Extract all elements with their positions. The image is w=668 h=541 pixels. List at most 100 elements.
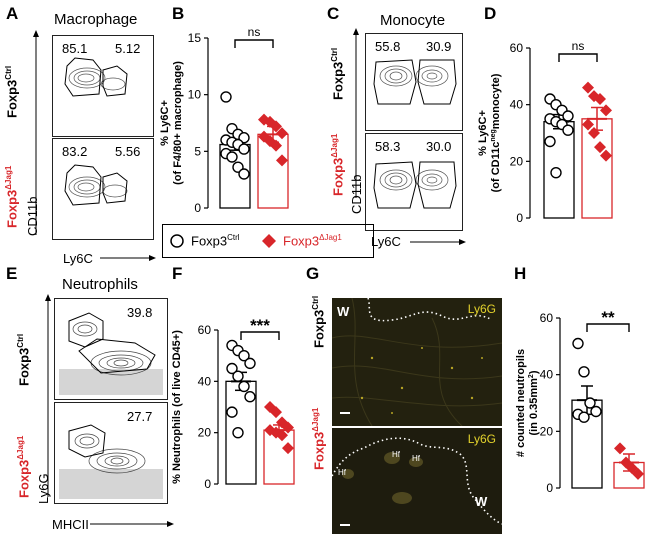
chart-D-point-jag-7 bbox=[600, 149, 612, 162]
panel-C-top-right-value: 30.9 bbox=[426, 39, 452, 54]
panel-G-bottom-image: Ly6G W Hf Hf Hf bbox=[332, 428, 502, 534]
chart-D-point-jag-0 bbox=[582, 81, 594, 94]
panel-A-ctrl-label: Foxp3Ctrl bbox=[4, 65, 20, 118]
chart-F-y-tick-label-1: 20 bbox=[198, 426, 212, 440]
legend-ctrl-marker bbox=[170, 234, 184, 248]
panel-A-top-plot: 85.1 5.12 bbox=[52, 35, 154, 137]
chart-D-point-jag-2 bbox=[594, 93, 606, 105]
panel-G-bottom-hf-label-3: Hf bbox=[338, 468, 346, 477]
chart-F-sig-bracket bbox=[240, 331, 280, 340]
chart-H-y-tick-label-2: 40 bbox=[540, 368, 554, 382]
panel-G-bottom-hf-label-2: Hf bbox=[412, 454, 420, 463]
chart-B-y-tick-label-2: 10 bbox=[188, 88, 202, 102]
panel-A-jag-label: Foxp3ΔJag1 bbox=[4, 165, 20, 228]
chart-B-point-ctrl-9 bbox=[226, 151, 238, 163]
chart-H-point-ctrl-1 bbox=[578, 366, 590, 378]
chart-D-sig-bracket bbox=[558, 53, 598, 62]
chart-F-point-ctrl-4 bbox=[226, 362, 238, 375]
panel-G-top-texture bbox=[332, 298, 502, 426]
legend-jag-marker bbox=[262, 234, 276, 248]
chart-D-point-ctrl-8 bbox=[544, 135, 556, 148]
chart-F-sig-label: *** bbox=[250, 316, 270, 335]
chart-D-y-label: % Ly6C+(of CD11cnegmonocyte) bbox=[478, 73, 502, 192]
panel-G-ctrl-label: Foxp3Ctrl bbox=[311, 295, 327, 348]
panel-G-top-image: W Ly6G bbox=[332, 298, 502, 426]
chart-D-sig-label: ns bbox=[572, 39, 585, 53]
panel-C-title: Monocyte bbox=[380, 12, 446, 29]
chart-H-point-jag-2 bbox=[626, 462, 638, 475]
panel-C-bottom-contours bbox=[373, 161, 457, 209]
panel-G-bottom-w-label: W bbox=[475, 494, 488, 509]
panel-E-ctrl-label: Foxp3Ctrl bbox=[16, 333, 32, 386]
panel-A-axis-arrows bbox=[33, 30, 156, 261]
panel-F-chart: 0 20 40 60 % Neutrophils (of live CD45+) *** bbox=[171, 316, 295, 491]
chart-F-point-ctrl-3 bbox=[244, 357, 256, 370]
panel-G-top-w-label: W bbox=[337, 304, 350, 319]
chart-B-point-ctrl-11 bbox=[238, 168, 250, 180]
chart-F-point-ctrl-6 bbox=[238, 380, 250, 393]
panel-A-bottom-right-value: 5.56 bbox=[115, 144, 141, 159]
chart-F-y-tick-label-3: 60 bbox=[198, 323, 212, 337]
chart-D-point-ctrl-9 bbox=[550, 166, 562, 179]
chart-F-bar-jag bbox=[263, 429, 295, 485]
chart-H-y-tick-label-1: 20 bbox=[540, 424, 554, 438]
panel-B-chart: 0 5 10 15 % Ly6C+(of F4/80+ macrophage) ns bbox=[160, 25, 289, 215]
chart-F-point-ctrl-5 bbox=[232, 370, 244, 382]
chart-B-y-label: % Ly6C+(of F4/80+ macrophage) bbox=[160, 61, 184, 185]
panel-E-bottom-contours bbox=[59, 424, 163, 499]
panel-F-letter: F bbox=[172, 264, 183, 283]
chart-B-point-ctrl-0 bbox=[220, 91, 232, 103]
chart-D-point-jag-6 bbox=[594, 141, 606, 154]
chart-B-point-jag-7 bbox=[276, 154, 288, 167]
chart-H-point-ctrl-2 bbox=[584, 397, 596, 409]
chart-D-y-tick-label-2: 40 bbox=[510, 98, 524, 112]
panel-C-ctrl-label: Foxp3Ctrl bbox=[330, 47, 346, 100]
chart-F-point-jag-6 bbox=[276, 429, 288, 442]
panel-A-top-left-value: 85.1 bbox=[62, 41, 88, 56]
panel-H-chart: 0 20 40 60 # counted neutropils(in 0.35mm2) *… bbox=[516, 308, 645, 495]
chart-B-sig-bracket bbox=[234, 39, 274, 48]
chart-B-y-tick-label-1: 5 bbox=[194, 144, 201, 158]
panel-E-jag-label: Foxp3ΔJag1 bbox=[16, 435, 32, 498]
legend-ctrl-label: Foxp3Ctrl bbox=[191, 233, 240, 249]
chart-F-point-jag-5 bbox=[270, 426, 282, 439]
panel-C-bottom-plot: 58.3 30.0 bbox=[365, 133, 463, 231]
panel-E-xaxis-label: MHCII bbox=[52, 517, 89, 532]
chart-B-point-jag-4 bbox=[258, 130, 270, 143]
panel-C-axis-arrows bbox=[353, 28, 466, 245]
panel-D-chart: 0 20 40 60 % Ly6C+(of CD11cnegmonocyte) ns bbox=[478, 39, 613, 225]
chart-B-y-tick-label-3: 15 bbox=[188, 31, 202, 45]
chart-H-sig-bracket bbox=[586, 323, 630, 332]
panel-E-axis-arrows bbox=[45, 294, 174, 527]
panel-A-bottom-left-value: 83.2 bbox=[62, 144, 88, 159]
panel-A-top-contours bbox=[64, 57, 128, 97]
chart-F-point-jag-3 bbox=[282, 421, 294, 434]
chart-F-point-ctrl-8 bbox=[226, 406, 238, 418]
chart-D-y-tick-label-3: 60 bbox=[510, 41, 524, 55]
panel-A-letter: A bbox=[6, 4, 19, 23]
panel-G-bottom-hf-label-1: Hf bbox=[392, 450, 400, 459]
chart-H-y-tick-label-0: 0 bbox=[546, 481, 553, 495]
chart-F-point-ctrl-7 bbox=[244, 391, 256, 403]
panel-A-xaxis-label: Ly6C bbox=[63, 251, 93, 266]
chart-B-point-jag-2 bbox=[270, 120, 282, 133]
panel-C-top-left-value: 55.8 bbox=[375, 39, 401, 54]
panel-C-jag-label: Foxp3ΔJag1 bbox=[330, 133, 346, 196]
panel-C-letter: C bbox=[327, 4, 340, 23]
chart-F-point-jag-7 bbox=[282, 442, 294, 455]
chart-D-y-tick-label-0: 0 bbox=[516, 211, 523, 225]
chart-H-point-ctrl-5 bbox=[578, 411, 590, 423]
panel-G-letter: G bbox=[306, 264, 320, 283]
panel-A-title: Macrophage bbox=[54, 11, 138, 28]
panel-D-letter: D bbox=[484, 4, 497, 23]
legend-jag-label: Foxp3ΔJag1 bbox=[283, 233, 342, 249]
panel-E-title: Neutrophils bbox=[62, 276, 138, 293]
chart-F-point-ctrl-9 bbox=[232, 426, 244, 439]
chart-H-sig-label: ** bbox=[601, 308, 615, 327]
panel-E-top-contours bbox=[59, 312, 163, 395]
panel-C-top-plot: 55.8 30.9 bbox=[365, 33, 463, 131]
chart-D-y-tick-label-1: 20 bbox=[510, 154, 524, 168]
panel-G-jag-label: Foxp3ΔJag1 bbox=[311, 407, 327, 470]
chart-H-point-ctrl-0 bbox=[572, 337, 584, 350]
chart-B-point-ctrl-7 bbox=[238, 143, 250, 155]
